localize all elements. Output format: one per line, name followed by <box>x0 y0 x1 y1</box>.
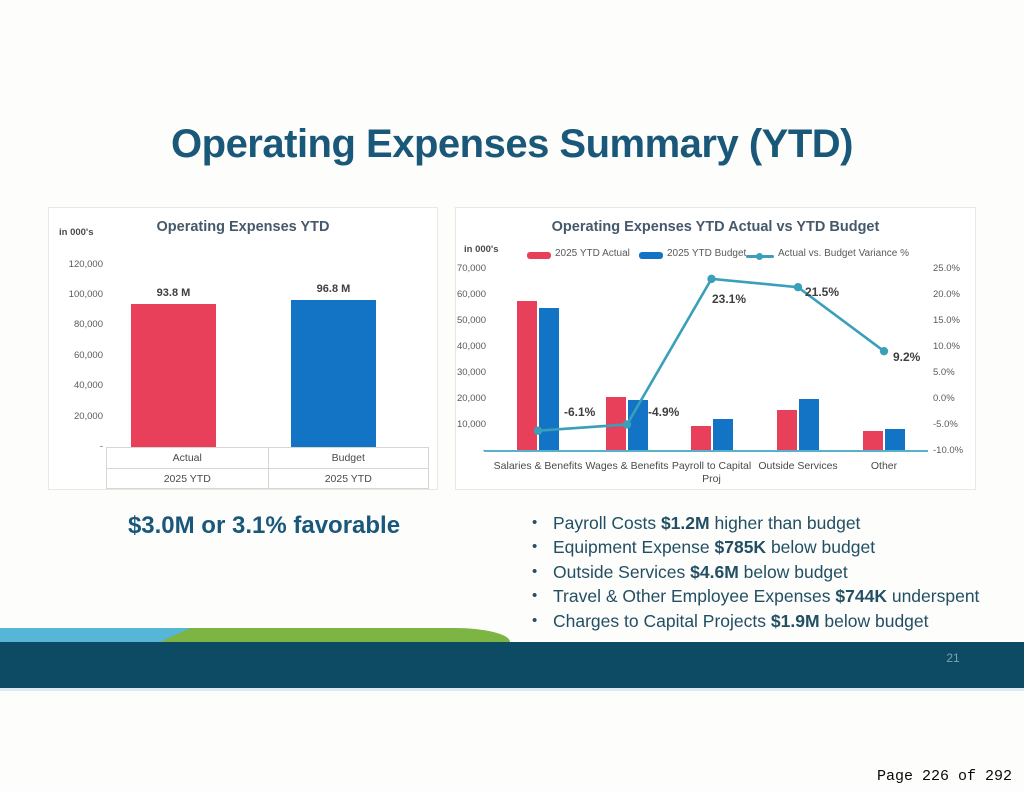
budget-bar <box>799 399 819 451</box>
y-axis-tick: 120,000 <box>68 258 103 270</box>
x-axis-line <box>484 450 928 452</box>
accent-lightblue-shape <box>0 628 190 642</box>
slide-page-number: 21 <box>946 651 960 665</box>
right-axis-tick: -5.0% <box>933 419 958 430</box>
bullet-text: below budget <box>738 561 848 582</box>
line-marker <box>707 274 716 284</box>
category-label: Wages & Benefits <box>585 460 669 472</box>
summary-bullet-list: Payroll Costs $1.2M higher than budgetEq… <box>526 511 996 633</box>
bullet-text: Charges to Capital Projects <box>553 610 771 631</box>
bar-value-label: 93.8 M <box>156 287 191 300</box>
left-chart-units-note: in 000's <box>59 227 94 238</box>
right-axis-tick: 15.0% <box>933 315 960 326</box>
category-data-table: Actual Budget 2025 YTD 2025 YTD <box>106 447 429 489</box>
right-axis-tick: 25.0% <box>933 263 960 274</box>
actual-vs-budget-chart: Operating Expenses YTD Actual vs YTD Bud… <box>455 207 976 490</box>
budget-bar <box>291 299 376 447</box>
bullet-amount: $1.9M <box>770 610 820 631</box>
summary-bullet: Travel & Other Employee Expenses $744K u… <box>526 584 996 609</box>
favorable-summary: $3.0M or 3.1% favorable <box>127 512 401 539</box>
bullet-amount: $785K <box>714 537 767 558</box>
actual-bar <box>131 304 216 447</box>
y-axis-tick: 100,000 <box>68 289 103 300</box>
variance-point-label: 9.2% <box>893 350 921 364</box>
y-axis-tick: 60,000 <box>73 349 103 361</box>
right-axis-tick: -10.0% <box>933 445 964 456</box>
bullet-text: below budget <box>766 537 876 558</box>
y-axis-tick: 40,000 <box>73 380 103 392</box>
y-axis-tick: 80,000 <box>73 319 103 331</box>
variance-point-label: 23.1% <box>712 292 747 306</box>
summary-bullet: Equipment Expense $785K below budget <box>526 535 996 560</box>
left-axis-tick: 50,000 <box>456 315 486 326</box>
actual-bar <box>606 396 626 451</box>
bullet-text: below budget <box>819 610 929 631</box>
legend-label: Actual vs. Budget Variance % <box>778 248 909 259</box>
bullet-amount: $4.6M <box>690 561 739 582</box>
category-label: Salaries & Benefits <box>493 460 583 472</box>
category-label: Payroll to Capital Proj <box>671 460 752 485</box>
page-title: Operating Expenses Summary (YTD) <box>171 122 853 166</box>
y-axis-tick: - <box>99 441 103 452</box>
left-axis-tick: 60,000 <box>456 289 486 300</box>
right-axis-tick: 0.0% <box>933 393 955 404</box>
category-cell: 2025 YTD <box>267 468 428 488</box>
right-axis-tick: 5.0% <box>933 367 955 378</box>
bottom-band <box>0 642 1024 688</box>
left-axis-tick: 70,000 <box>456 263 486 274</box>
line-marker <box>793 283 803 292</box>
category-cell: Actual <box>172 452 202 464</box>
summary-bullet: Outside Services $4.6M below budget <box>526 560 996 585</box>
bullet-amount: $1.2M <box>660 513 710 533</box>
bullet-text: Payroll Costs <box>553 513 661 533</box>
actual-bar <box>863 430 883 451</box>
variance-point-label: -6.1% <box>564 405 596 419</box>
budget-bar <box>885 428 905 451</box>
left-axis-tick: 40,000 <box>456 341 486 352</box>
bar-value-label: 96.8 M <box>316 282 351 295</box>
left-axis-tick: 20,000 <box>456 393 486 404</box>
bottom-band-edge <box>0 688 1024 691</box>
bullet-text: Equipment Expense <box>553 537 715 558</box>
line-marker <box>879 346 889 356</box>
right-chart-units-note: in 000's <box>464 244 499 255</box>
bullet-text: higher than budget <box>709 513 861 533</box>
y-axis-tick: 20,000 <box>73 410 103 422</box>
summary-bullet: Payroll Costs $1.2M higher than budget <box>526 511 996 536</box>
budget-bar <box>539 308 559 451</box>
left-axis-tick: 10,000 <box>456 419 486 430</box>
right-axis-tick: 10.0% <box>933 341 960 352</box>
actual-bar <box>777 410 797 451</box>
budget-bar <box>712 418 733 451</box>
bullet-text: underspent <box>886 586 980 607</box>
left-chart-title: Operating Expenses YTD <box>156 219 330 235</box>
legend-label: 2025 YTD Budget <box>667 248 747 259</box>
legend-line-marker <box>756 253 763 260</box>
category-cell: Budget <box>267 448 429 468</box>
right-chart-title: Operating Expenses YTD Actual vs YTD Bud… <box>551 219 880 235</box>
bottom-accent-strip <box>0 628 1024 642</box>
bullet-text: Outside Services <box>553 561 691 582</box>
category-cell: 2025 YTD <box>107 468 268 488</box>
legend-swatch-budget <box>639 252 663 259</box>
actual-bar <box>690 426 711 451</box>
legend-label: 2025 YTD Actual <box>555 248 630 259</box>
variance-point-label: 21.5% <box>805 285 840 299</box>
right-axis-tick: 20.0% <box>933 289 960 300</box>
left-axis-tick: 30,000 <box>456 367 486 378</box>
category-label: Outside Services <box>758 460 838 472</box>
legend-swatch-actual <box>527 252 551 259</box>
accent-green-swoosh <box>160 628 510 642</box>
category-label: Other <box>870 460 898 472</box>
variance-point-label: -4.9% <box>648 405 680 419</box>
summary-bullet: Charges to Capital Projects $1.9M below … <box>526 609 996 634</box>
document-page-indicator: Page 226 of 292 <box>876 768 1012 785</box>
bullet-text: Travel & Other Employee Expenses <box>553 586 836 607</box>
actual-bar <box>517 300 537 451</box>
budget-bar <box>628 399 648 451</box>
left-axis-tick: - <box>454 445 486 457</box>
bullet-amount: $744K <box>835 586 887 607</box>
operating-expenses-ytd-chart: Operating Expenses YTD in 000's 120,000 1… <box>48 207 438 490</box>
